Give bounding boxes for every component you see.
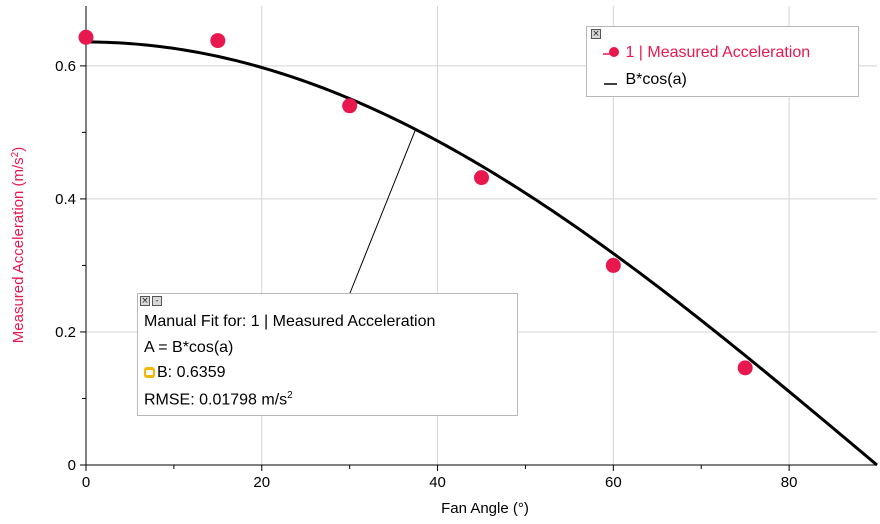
x-tick-label: 60 <box>605 474 622 491</box>
y-axis-title-superscript: 2 <box>10 151 21 157</box>
fit-box-parameter-label: B: 0.6359 <box>157 364 226 381</box>
y-tick-label: 0.4 <box>55 191 76 208</box>
legend-fit-label: B*cos(a) <box>625 71 687 88</box>
fit-box-minimize-button[interactable]: - <box>152 296 162 306</box>
legend-entry-fit[interactable]: B*cos(a) <box>601 71 687 89</box>
x-axis-title: Fan Angle (°) <box>441 500 529 517</box>
x-tick-label: 0 <box>82 474 90 491</box>
data-point[interactable] <box>342 98 358 114</box>
fit-box-rmse: RMSE: 0.01798 m/s2 <box>144 390 293 409</box>
tick-labels: 0 20 40 60 80 0 0.2 0.4 0.6 <box>55 58 797 491</box>
legend-series-marker-icon <box>603 47 619 57</box>
y-tick-label: 0.6 <box>55 58 76 75</box>
x-tick-label: 40 <box>429 474 446 491</box>
y-tick-label: 0.2 <box>55 324 76 341</box>
data-point[interactable] <box>474 170 489 186</box>
y-axis-title: Measured Acceleration (m/s2) <box>10 147 28 343</box>
data-point[interactable] <box>737 360 753 376</box>
fit-box-close-button[interactable]: × <box>140 296 150 306</box>
legend-entry-series[interactable]: 1 | Measured Acceleration <box>601 44 810 62</box>
axes <box>80 6 877 471</box>
legend-fit-line-icon <box>604 83 617 85</box>
legend-close-button[interactable]: × <box>591 29 601 39</box>
data-point[interactable] <box>605 257 621 273</box>
legend-series-label: 1 | Measured Acceleration <box>625 44 811 61</box>
fit-box-title: Manual Fit for: 1 | Measured Acceleratio… <box>144 313 436 330</box>
data-point[interactable] <box>210 33 226 49</box>
data-points <box>78 29 753 376</box>
manual-fit-box[interactable]: × - Manual Fit for: 1 | Measured Acceler… <box>137 293 518 416</box>
fit-box-equation: A = B*cos(a) <box>144 339 234 356</box>
fit-box-rmse-superscript: 2 <box>287 390 293 401</box>
fit-curve[interactable] <box>85 40 878 467</box>
fit-leader-line <box>349 129 417 294</box>
x-tick-label: 20 <box>253 474 270 491</box>
legend[interactable]: × 1 | Measured Acceleration B*cos(a) <box>586 26 859 97</box>
parameter-adjust-icon[interactable] <box>144 367 155 378</box>
data-point[interactable] <box>78 29 94 45</box>
x-tick-label: 80 <box>781 474 798 491</box>
fit-box-parameter[interactable]: B: 0.6359 <box>144 364 226 382</box>
y-tick-label: 0 <box>68 457 76 474</box>
